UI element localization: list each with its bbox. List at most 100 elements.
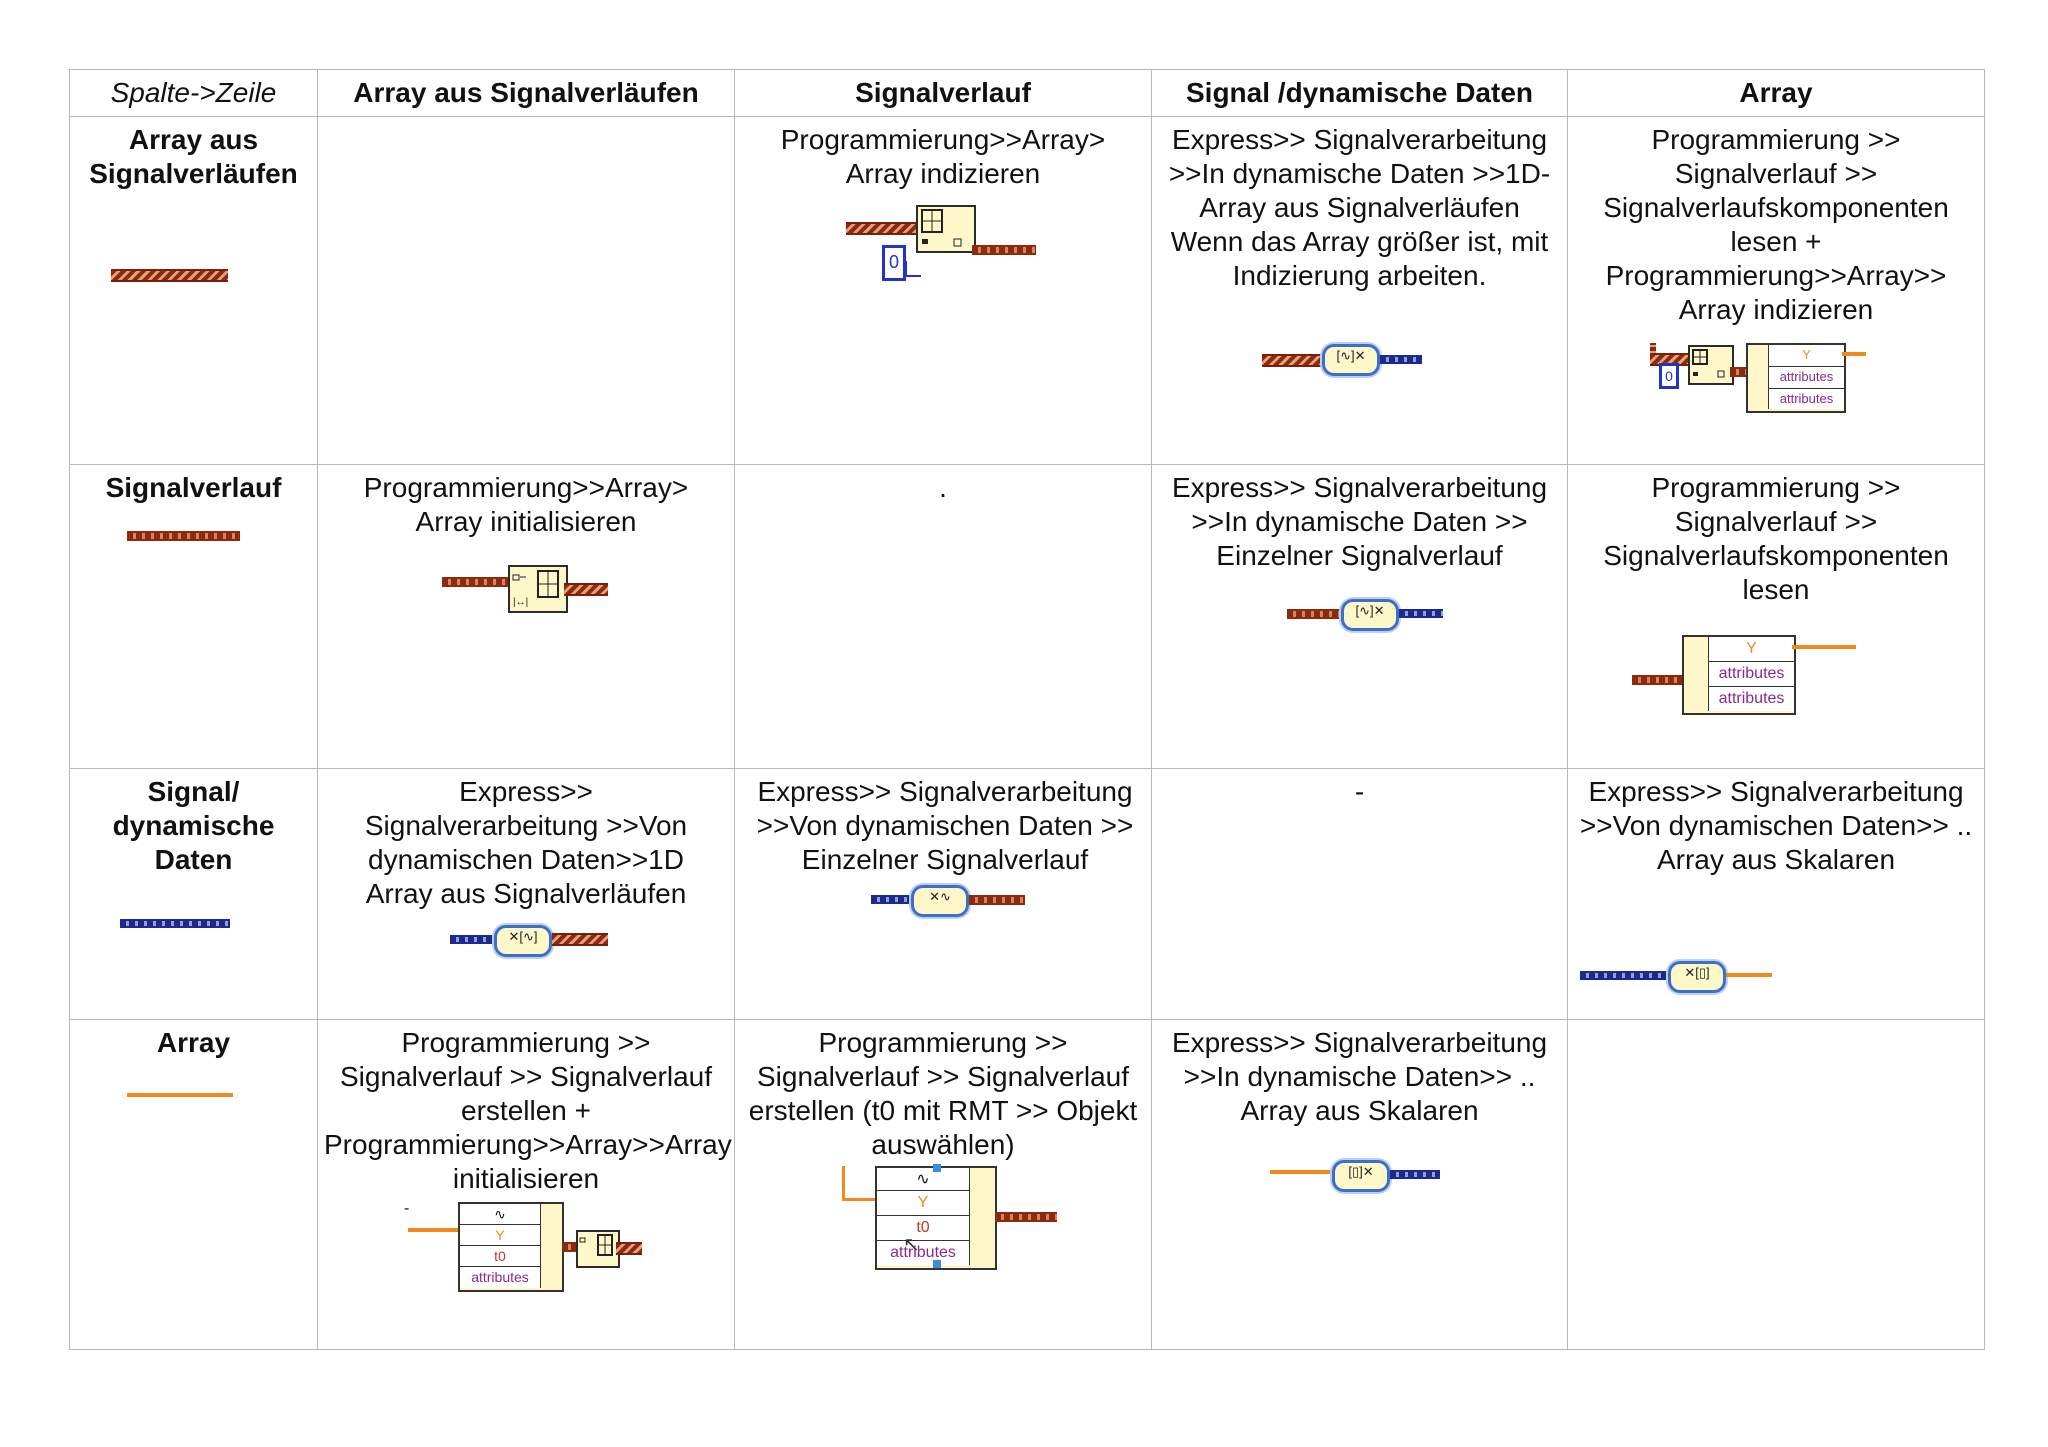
comp-attributes: attributes (1708, 687, 1794, 711)
dynamic-output-wire (1380, 355, 1422, 364)
output-wire (969, 895, 1025, 905)
cell-to-waveform: Express>> Signalverarbeitung >>Von dynam… (734, 768, 1152, 1020)
row-array-of-waveforms: Array aus Signalverläufen Programmierung… (69, 116, 1985, 465)
array-grid-icon (1692, 349, 1725, 378)
express-vi-icon: [▯]✕ (1332, 1160, 1390, 1192)
cell-text: Programmierung >> Signalverlauf >> Signa… (324, 1027, 732, 1194)
cell-text: Programmierung >> Signalverlauf >> Signa… (1603, 472, 1949, 605)
cell-to-array: Programmierung >> Signalverlauf >> Signa… (1567, 116, 1985, 465)
cell-text (1568, 1020, 1984, 1026)
array-output-wire (1842, 352, 1866, 356)
cell-empty (317, 116, 735, 465)
index-constant: 0 (1659, 363, 1679, 389)
cell-to-waveform-array: Programmierung >> Signalverlauf >> Signa… (317, 1019, 735, 1350)
selection-handle[interactable] (933, 1164, 941, 1172)
waveform-array-wire-legend (111, 269, 228, 282)
input-wire (1287, 609, 1341, 619)
cell-to-dynamic: Express>> Signalverarbeitung >>In dynami… (1151, 116, 1568, 465)
array-grid-icon (921, 209, 962, 247)
vertical-input-wire (1650, 343, 1656, 363)
waveform-wire-legend (127, 531, 240, 541)
input-wire (846, 222, 916, 235)
dynamic-input-wire (1580, 971, 1670, 980)
express-vi-icon: ✕∿ (911, 885, 969, 917)
cell-init-array: Programmierung>>Array> Array initialisie… (317, 464, 735, 769)
express-vi-icon: ✕[▯] (1668, 961, 1726, 993)
dynamic-input-wire (871, 895, 911, 904)
row-waveform: Signalverlauf Programmierung>>Array> Arr… (69, 464, 1985, 769)
build-waveform-node: ∿ Y t0 attributes (875, 1164, 997, 1270)
cell-to-waveform: Programmierung >> Signalverlauf >> Signa… (734, 1019, 1152, 1350)
array-input-wire (1270, 1170, 1332, 1174)
comp-attributes: attributes (1768, 389, 1844, 409)
corner-cell: Spalte->Zeile (69, 69, 318, 117)
build-waveform-node: ∿ Y t0 attributes (458, 1202, 564, 1292)
cell-text: Express>> Signalverarbeitung >>In dynami… (1168, 124, 1551, 291)
initialize-array-node-icon: |↔| (508, 565, 568, 613)
dynamic-wire-legend (120, 919, 230, 928)
comp-attributes: attributes (1708, 662, 1794, 687)
cell-array-index: Programmierung>>Array> Array indizieren … (734, 116, 1152, 465)
express-vi-icon: [∿]✕ (1341, 599, 1399, 631)
comp-t0: t0 (877, 1216, 970, 1241)
output-wire (552, 933, 608, 946)
cell-text: Express>> Signalverarbeitung >>Von dynam… (756, 776, 1134, 875)
selection-handle[interactable] (933, 1260, 941, 1268)
header-row: Spalte->Zeile Array aus Signalverläufen … (69, 69, 1985, 117)
cell-text: Express>> Signalverarbeitung >>Von dynam… (364, 776, 688, 909)
col-header-array-of-waveforms: Array aus Signalverläufen (317, 69, 735, 117)
array-output-wire (564, 583, 608, 596)
index-wire (905, 261, 921, 277)
row-header-cell: Signal/ dynamische Daten (69, 768, 318, 1020)
waveform-components-node: Y attributes attributes (1682, 635, 1796, 715)
array-input-wire-vertical (842, 1166, 845, 1200)
cell-text: Programmierung >> Signalverlauf >> Signa… (1603, 124, 1949, 325)
array-input-wire (842, 1198, 876, 1201)
cell-text: Express>> Signalverarbeitung >>In dynami… (1171, 1027, 1548, 1126)
comp-y: Y (1708, 637, 1794, 662)
initialize-array-node-icon (576, 1230, 620, 1268)
input-wire (1650, 353, 1690, 366)
row-header-label: Signal/ dynamische Daten (112, 776, 275, 875)
wave-icon: ∿ (877, 1168, 970, 1191)
mid-wire (562, 1242, 578, 1252)
row-header-cell: Array aus Signalverläufen (69, 116, 318, 465)
col-header-array: Array (1567, 69, 1985, 117)
comp-t0: t0 (460, 1246, 541, 1267)
row-header-cell: Signalverlauf (69, 464, 318, 769)
row-header-label: Array (156, 1027, 231, 1058)
comp-y: Y (877, 1191, 970, 1216)
cell-same-type: . (734, 464, 1152, 769)
output-wire (616, 1242, 642, 1255)
dynamic-output-wire (1399, 609, 1443, 618)
cell-to-waveform-array: Express>> Signalverarbeitung >>Von dynam… (317, 768, 735, 1020)
cell-to-array: Programmierung >> Signalverlauf >> Signa… (1567, 464, 1985, 769)
cell-text: Programmierung >> Signalverlauf >> Signa… (748, 1027, 1138, 1160)
comp-y: Y (460, 1225, 541, 1246)
row-header-label: Array aus Signalverläufen (89, 124, 298, 189)
array-wire-legend (127, 1093, 233, 1097)
conversion-table: Spalte->Zeile Array aus Signalverläufen … (69, 69, 1985, 1350)
cell-text: . (939, 472, 947, 503)
cell-same-type: - (1151, 768, 1568, 1020)
row-header-cell: Array (69, 1019, 318, 1350)
index-array-node-icon (1688, 345, 1734, 385)
input-wire (1632, 675, 1686, 685)
cell-text: Express>> Signalverarbeitung >>In dynami… (1171, 472, 1548, 571)
col-header-waveform: Signalverlauf (734, 69, 1152, 117)
cell-text (318, 117, 734, 123)
array-grid-icon (579, 1234, 613, 1256)
row-array: Array Programmierung >> Signalverlauf >>… (69, 1019, 1985, 1350)
index-array-node-icon (916, 205, 976, 253)
row-header-label: Signalverlauf (105, 472, 282, 503)
mouse-cursor-icon: ↖ (903, 1234, 920, 1256)
stray-dash: - (404, 1200, 410, 1217)
comp-attributes: attributes (877, 1241, 970, 1265)
col-header-dynamic-data: Signal /dynamische Daten (1151, 69, 1568, 117)
cell-to-dynamic: Express>> Signalverarbeitung >>In dynami… (1151, 464, 1568, 769)
dynamic-input-wire (450, 935, 494, 944)
express-vi-icon: [∿]✕ (1322, 344, 1380, 376)
cell-text: - (1354, 776, 1365, 807)
array-output-wire (1726, 973, 1772, 977)
wave-icon: ∿ (460, 1204, 541, 1225)
